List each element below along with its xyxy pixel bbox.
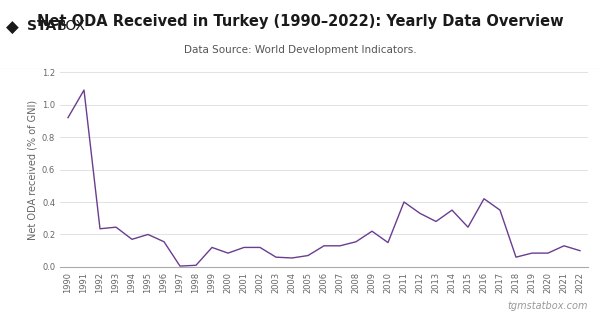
Text: BOX: BOX xyxy=(57,19,86,33)
Text: ◆: ◆ xyxy=(6,19,19,37)
Text: STAT: STAT xyxy=(27,19,65,33)
Text: Net ODA Received in Turkey (1990–2022): Yearly Data Overview: Net ODA Received in Turkey (1990–2022): … xyxy=(37,14,563,29)
Y-axis label: Net ODA received (% of GNI): Net ODA received (% of GNI) xyxy=(28,100,38,240)
Text: tgmstatbox.com: tgmstatbox.com xyxy=(508,301,588,311)
Text: Data Source: World Development Indicators.: Data Source: World Development Indicator… xyxy=(184,45,416,55)
